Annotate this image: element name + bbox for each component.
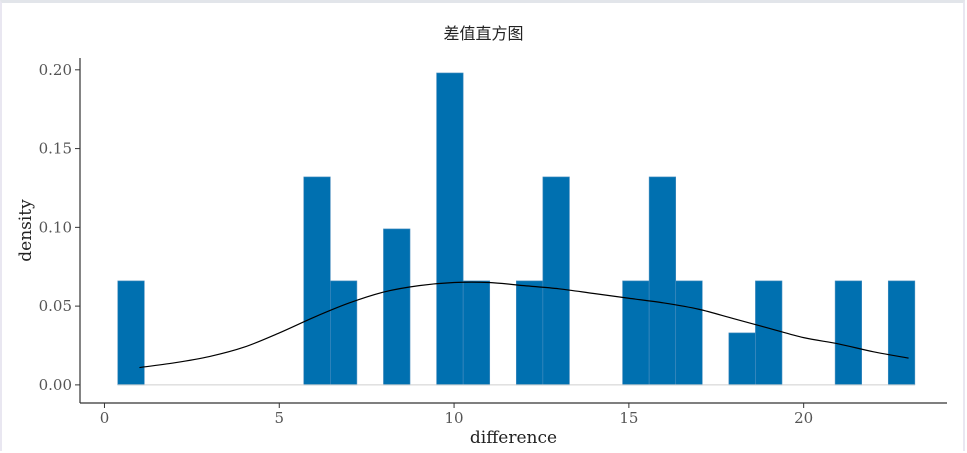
histogram-bar: [834, 280, 862, 386]
x-tick-label: 20: [794, 409, 813, 427]
histogram-bar: [515, 280, 544, 386]
histogram-bar: [728, 332, 756, 386]
density-curve: [139, 281, 909, 369]
x-tick-label: 5: [274, 409, 284, 427]
histogram-bar: [622, 280, 650, 386]
histogram-bar: [887, 280, 916, 386]
histogram-bar: [462, 280, 491, 386]
histogram-bar: [648, 176, 677, 386]
y-tick-label: 0.10: [39, 218, 72, 236]
y-tick-label: 0.00: [39, 376, 72, 394]
x-ticks: 0 5 10 15 20: [100, 403, 813, 427]
y-tick-label: 0.20: [39, 61, 72, 79]
bars-layer: [117, 72, 916, 386]
histogram-bar: [303, 176, 331, 386]
histogram-bar: [383, 228, 411, 386]
x-tick-label: 0: [100, 409, 110, 427]
histogram-bar: [542, 176, 570, 386]
x-axis-title: difference: [470, 428, 557, 448]
x-tick-label: 15: [619, 409, 638, 427]
histogram-bar: [675, 280, 703, 386]
histogram-bar: [330, 280, 358, 386]
histogram-bar: [755, 280, 783, 386]
y-tick-label: 0.05: [39, 297, 72, 315]
y-axis-title: density: [16, 199, 36, 262]
histogram-bar: [117, 280, 145, 386]
chart-title: 差值直方图: [443, 24, 524, 43]
y-tick-label: 0.15: [39, 140, 72, 158]
x-tick-label: 10: [445, 409, 464, 427]
y-ticks: 0.00 0.05 0.10 0.15 0.20: [39, 61, 80, 394]
histogram-bar: [436, 72, 464, 386]
